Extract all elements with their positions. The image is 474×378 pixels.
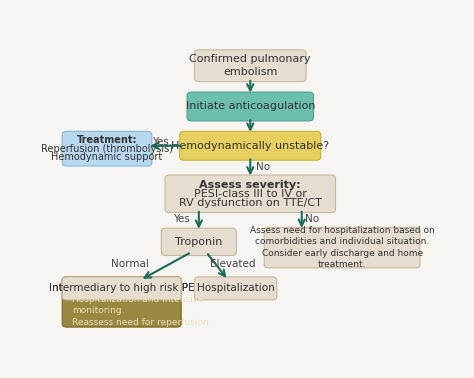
Text: Troponin: Troponin [175,237,222,247]
Text: Hospitalization: Hospitalization [197,284,274,293]
Text: Yes: Yes [152,137,169,147]
Text: Intermediary to high risk PE: Intermediary to high risk PE [49,284,194,293]
FancyBboxPatch shape [194,277,277,300]
Text: Reperfusion (thrombolysis): Reperfusion (thrombolysis) [41,144,173,154]
FancyBboxPatch shape [161,228,237,256]
FancyBboxPatch shape [180,132,321,160]
FancyBboxPatch shape [264,228,420,268]
Text: PESI-class III to IV or: PESI-class III to IV or [194,189,307,199]
Text: Assess need for hospitalization based on
comorbidities and individual situation.: Assess need for hospitalization based on… [250,226,435,269]
FancyBboxPatch shape [62,277,181,300]
Text: No: No [256,162,270,172]
Text: Assess severity:: Assess severity: [200,180,301,189]
Text: Yes: Yes [173,214,190,223]
FancyBboxPatch shape [165,175,336,212]
Text: Initiate anticoagulation: Initiate anticoagulation [185,101,315,112]
Text: Intermediary to high risk PE: Intermediary to high risk PE [49,284,194,293]
Text: No: No [305,214,319,223]
Text: RV dysfunction on TTE/CT: RV dysfunction on TTE/CT [179,198,322,208]
Text: Elevated: Elevated [210,259,255,269]
Text: Hemodynamically unstable?: Hemodynamically unstable? [171,141,329,151]
Text: Hospitalization and intensive
monitoring.
Reassess need for reperfusion.: Hospitalization and intensive monitoring… [72,295,212,327]
FancyBboxPatch shape [62,132,152,166]
Text: Normal: Normal [111,259,149,269]
Text: Treatment:: Treatment: [77,135,137,145]
FancyBboxPatch shape [187,92,313,121]
FancyBboxPatch shape [194,50,306,82]
Text: Confirmed pulmonary
embolism: Confirmed pulmonary embolism [190,54,311,77]
FancyBboxPatch shape [62,277,181,327]
Text: Hemodynamic support: Hemodynamic support [51,152,163,162]
FancyBboxPatch shape [62,277,181,300]
